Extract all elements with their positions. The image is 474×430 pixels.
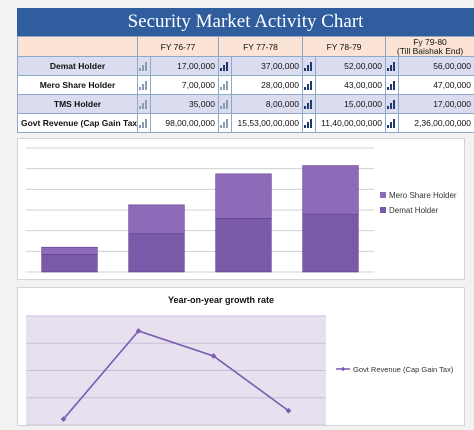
bar-1-2	[216, 174, 272, 218]
cell-value: 43,00,000	[316, 76, 386, 95]
cell-value: 37,00,000	[232, 57, 303, 76]
header-fy-77-78: FY 77-78	[219, 37, 303, 57]
cell-value: 98,00,00,000	[151, 114, 219, 133]
data-bar-icon-cell	[219, 95, 232, 114]
cell-value: 15,00,000	[316, 95, 386, 114]
bar-chart-icon	[139, 118, 149, 128]
bar-chart-icon	[387, 118, 397, 128]
data-bar-icon-cell	[386, 57, 399, 76]
chart-title: Year-on-year growth rate	[168, 295, 274, 305]
holders-chart-panel: Mero Share Holder Demat Holder	[17, 138, 465, 280]
header-blank	[18, 37, 138, 57]
header-fy-79-80: Fy 79-80 (Till Baishak End)	[386, 37, 474, 57]
data-bar-icon-cell	[219, 76, 232, 95]
cell-value: 17,00,000	[151, 57, 219, 76]
legend-label: Govt Revenue (Cap Gain Tax)	[353, 365, 454, 374]
data-bar-icon-cell	[138, 76, 151, 95]
row-label: Mero Share Holder	[18, 76, 138, 95]
bar-0-3	[303, 214, 359, 272]
legend-label: Mero Share Holder	[389, 191, 457, 200]
row-label: TMS Holder	[18, 95, 138, 114]
data-bar-icon-cell	[138, 95, 151, 114]
legend: Govt Revenue (Cap Gain Tax)	[336, 365, 454, 374]
cell-value: 2,36,00,00,000	[399, 114, 474, 133]
bar-chart-icon	[304, 118, 314, 128]
cell-value: 47,00,000	[399, 76, 474, 95]
cell-value: 52,00,000	[316, 57, 386, 76]
data-bar-icon-cell	[386, 76, 399, 95]
data-bar-icon-cell	[138, 114, 151, 133]
data-bar-icon-cell	[303, 114, 316, 133]
data-bar-icon-cell	[138, 57, 151, 76]
growth-line-chart: Year-on-year growth rate Govt Revenue (Ca…	[18, 288, 464, 425]
legend-swatch	[380, 192, 386, 198]
cell-value: 8,00,000	[232, 95, 303, 114]
legend-label: Demat Holder	[389, 206, 439, 215]
cell-value: 56,00,000	[399, 57, 474, 76]
bar-chart-icon	[387, 61, 397, 71]
page-title: Security Market Activity Chart	[17, 8, 474, 36]
table-row: Mero Share Holder 7,00,000 28,00,000 43,00,…	[18, 76, 474, 95]
cell-value: 17,00,000	[399, 95, 474, 114]
cell-value: 11,40,00,00,000	[316, 114, 386, 133]
header-fy-78-79: FY 78-79	[303, 37, 386, 57]
bar-chart-icon	[304, 80, 314, 90]
data-bar-icon-cell	[303, 57, 316, 76]
bar-0-1	[129, 234, 185, 272]
bar-chart-icon	[387, 80, 397, 90]
header-fy-79-80-note: (Till Baishak End)	[389, 47, 471, 56]
activity-table: FY 76-77 FY 77-78 FY 78-79 Fy 79-80 (Til…	[17, 36, 474, 133]
legend: Mero Share Holder Demat Holder	[380, 191, 457, 215]
data-bar-icon-cell	[219, 57, 232, 76]
bar-chart-icon	[139, 80, 149, 90]
data-bar-icon-cell	[219, 114, 232, 133]
table-row: Govt Revenue (Cap Gain Tax) 98,00,00,000 1…	[18, 114, 474, 133]
table-row: Demat Holder 17,00,000 37,00,000 52,00,000 5…	[18, 57, 474, 76]
bar-1-0	[42, 247, 98, 254]
bar-chart-icon	[304, 61, 314, 71]
bar-chart-icon	[220, 61, 230, 71]
bar-1-3	[303, 166, 359, 215]
bar-chart-icon	[304, 99, 314, 109]
holders-stacked-bar-chart: Mero Share Holder Demat Holder	[18, 139, 464, 279]
bar-1-1	[129, 205, 185, 234]
bar-0-0	[42, 254, 98, 272]
bar-chart-icon	[220, 118, 230, 128]
bar-chart-icon	[220, 99, 230, 109]
cell-value: 35,000	[151, 95, 219, 114]
data-bar-icon-cell	[303, 95, 316, 114]
growth-chart-panel: Year-on-year growth rate Govt Revenue (Ca…	[17, 287, 465, 426]
data-bar-icon-cell	[386, 114, 399, 133]
bar-chart-icon	[139, 61, 149, 71]
cell-value: 7,00,000	[151, 76, 219, 95]
bar-chart-icon	[387, 99, 397, 109]
row-label: Demat Holder	[18, 57, 138, 76]
row-label: Govt Revenue (Cap Gain Tax)	[18, 114, 138, 133]
legend-marker	[341, 367, 345, 371]
bar-chart-icon	[220, 80, 230, 90]
bar-0-2	[216, 218, 272, 272]
cell-value: 15,53,00,00,000	[232, 114, 303, 133]
header-fy-76-77: FY 76-77	[138, 37, 219, 57]
data-bar-icon-cell	[303, 76, 316, 95]
table-row: TMS Holder 35,000 8,00,000 15,00,000 17,00,0…	[18, 95, 474, 114]
data-bar-icon-cell	[386, 95, 399, 114]
legend-swatch	[380, 207, 386, 213]
bar-chart-icon	[139, 99, 149, 109]
cell-value: 28,00,000	[232, 76, 303, 95]
